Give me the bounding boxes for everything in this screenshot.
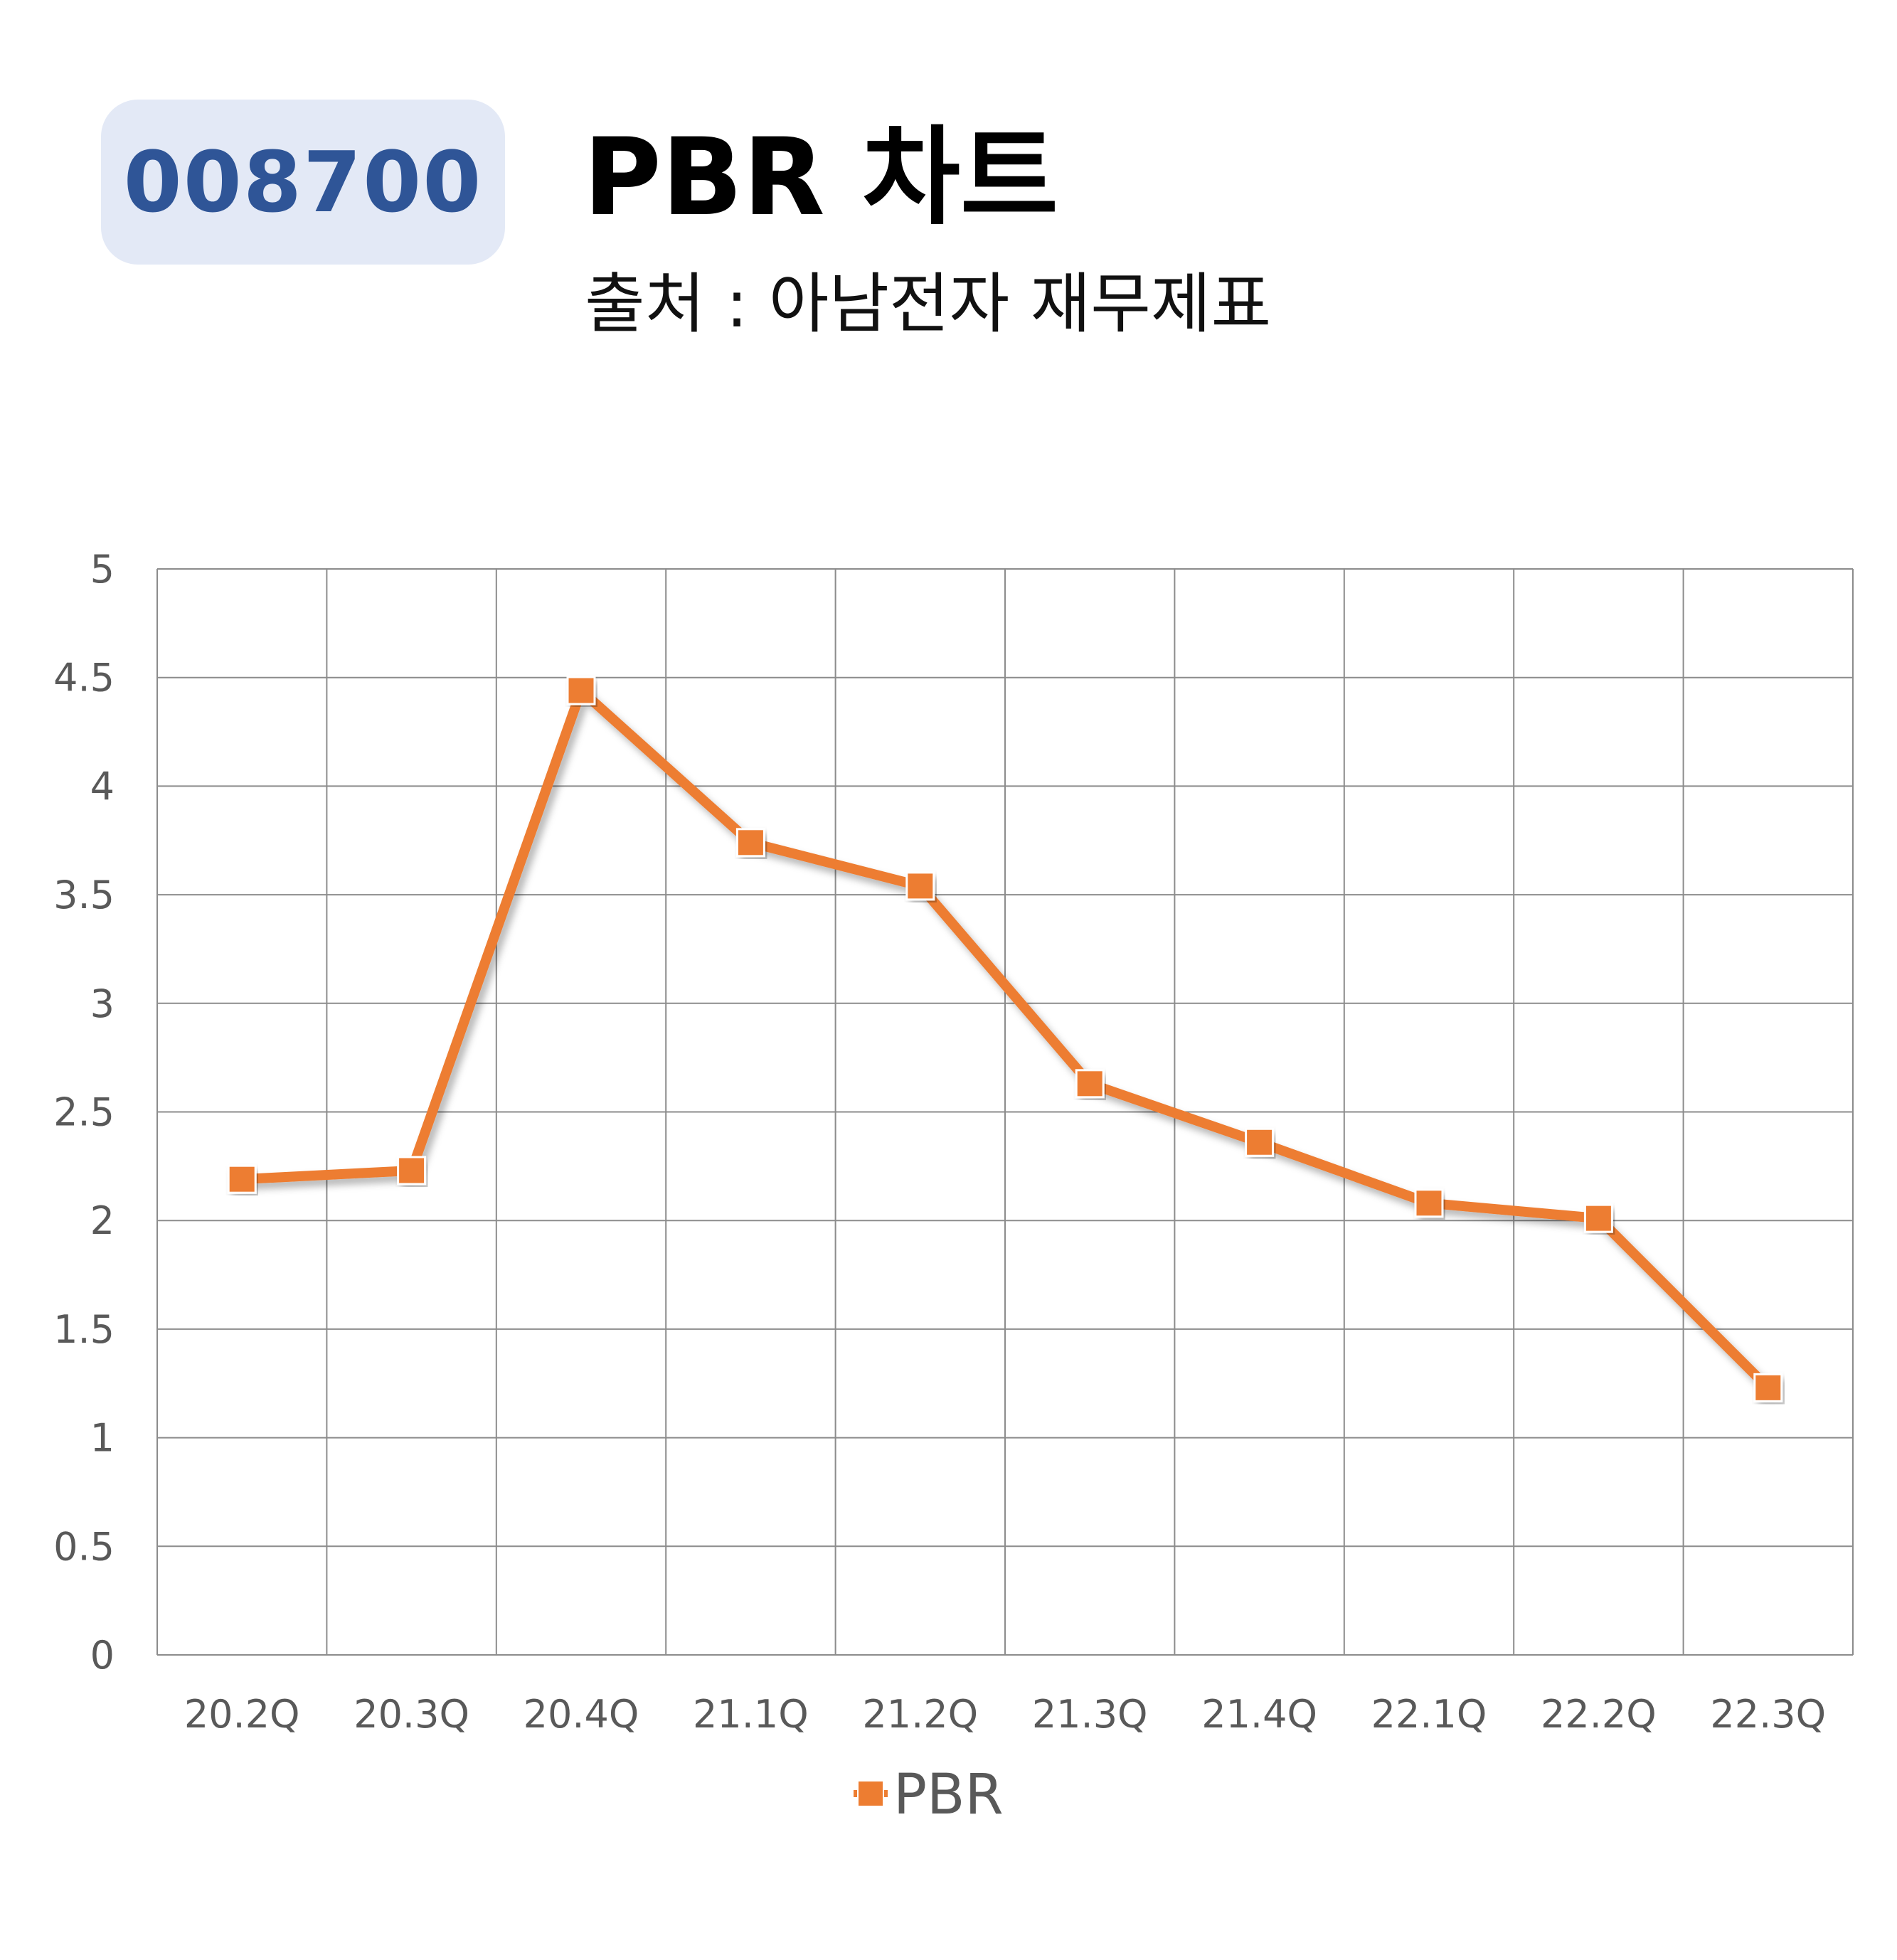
chart-title: PBR 차트 [583, 116, 1058, 240]
data-point [1245, 1127, 1275, 1157]
data-point [1414, 1188, 1444, 1218]
data-point [397, 1156, 427, 1186]
x-tick-label: 21.2Q [862, 1692, 978, 1737]
y-tick-label: 5 [90, 547, 115, 592]
legend-marker [857, 1780, 884, 1807]
y-tick-label: 4.5 [53, 656, 115, 701]
x-axis-ticks: 20.2Q 20.3Q 20.4Q 21.1Q 21.2Q 21.3Q 21.4Q 22.1Q… [184, 1692, 1826, 1737]
y-tick-label: 4 [90, 764, 115, 809]
data-point [1075, 1069, 1105, 1099]
y-tick-label: 3 [90, 981, 115, 1026]
y-tick-label: 0.5 [53, 1524, 115, 1569]
data-point [735, 828, 765, 858]
x-tick-label: 20.4Q [524, 1692, 639, 1737]
series-line [237, 686, 1773, 1393]
y-tick-label: 2 [90, 1198, 115, 1243]
y-tick-label: 3.5 [53, 873, 115, 917]
x-tick-label: 22.3Q [1710, 1692, 1826, 1737]
grid-lines [156, 568, 1854, 1656]
y-tick-label: 2.5 [53, 1090, 115, 1135]
data-point [1753, 1373, 1783, 1402]
data-point [227, 1164, 257, 1194]
y-tick-label: 1.5 [53, 1307, 115, 1352]
y-tick-label: 0 [90, 1633, 115, 1678]
legend: PBR [854, 1763, 1004, 1827]
legend-label: PBR [893, 1763, 1004, 1827]
x-tick-label: 21.4Q [1201, 1692, 1317, 1737]
x-tick-label: 21.1Q [693, 1692, 809, 1737]
series-pbr [227, 676, 1783, 1402]
ticker-code: 008700 [123, 133, 483, 231]
x-tick-label: 21.3Q [1032, 1692, 1148, 1737]
x-tick-label: 22.2Q [1541, 1692, 1657, 1737]
data-point [566, 676, 596, 705]
ticker-badge: 008700 [101, 100, 505, 265]
y-axis-ticks: 0 0.5 1 1.5 2 2.5 3 3.5 4 4.5 5 [53, 547, 115, 1678]
data-point [1583, 1203, 1613, 1233]
x-tick-label: 20.3Q [354, 1692, 469, 1737]
data-point [905, 871, 935, 901]
y-tick-label: 1 [90, 1416, 115, 1461]
chart-subtitle: 출처 : 아남전자 재무제표 [585, 266, 1272, 342]
x-tick-label: 22.1Q [1371, 1692, 1487, 1737]
x-tick-label: 20.2Q [184, 1692, 300, 1737]
